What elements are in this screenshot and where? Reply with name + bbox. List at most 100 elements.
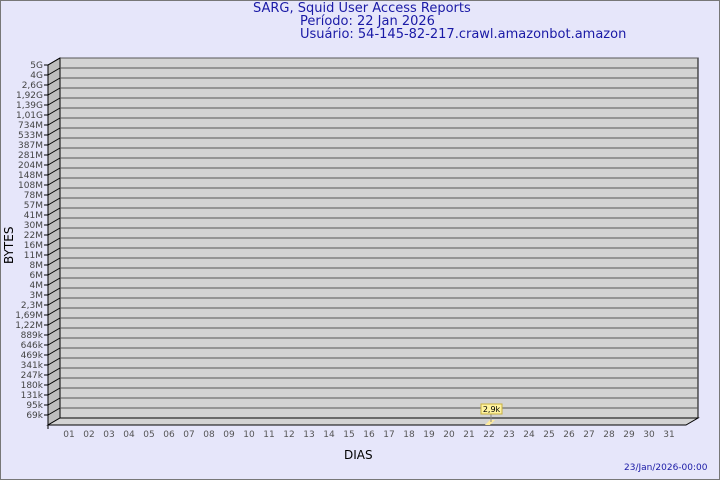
y-tick-label: 41M	[24, 211, 43, 221]
data-label: 2,9k	[483, 405, 501, 414]
y-tick-label: 69k	[26, 411, 43, 421]
x-tick-label: 30	[643, 430, 655, 440]
y-tick-diagonal	[47, 397, 61, 406]
x-tick-label: 11	[263, 430, 274, 440]
x-tick-label: 18	[403, 430, 415, 440]
y-tick-diagonal	[47, 57, 61, 66]
y-tick-diagonal	[47, 287, 61, 296]
y-tick-label: 11M	[24, 251, 43, 261]
x-tick-label: 28	[603, 430, 615, 440]
y-tick-label: 57M	[24, 201, 43, 211]
x-tick-label: 15	[343, 430, 354, 440]
y-tick-diagonal	[47, 197, 61, 206]
y-tick-diagonal	[47, 337, 61, 346]
y-tick-diagonal	[47, 147, 61, 156]
x-tick-label: 27	[583, 430, 594, 440]
x-tick-label: 22	[483, 430, 494, 440]
x-tick-label: 01	[63, 430, 74, 440]
x-tick-label: 09	[223, 430, 235, 440]
plot-floor	[46, 417, 700, 426]
y-tick-label: 4M	[30, 281, 44, 291]
y-tick-diagonal	[47, 177, 61, 186]
y-tick-diagonal	[47, 387, 61, 396]
y-tick-diagonal	[47, 207, 61, 216]
x-tick-label: 29	[623, 430, 635, 440]
x-tick-label: 07	[183, 430, 194, 440]
x-tick-label: 17	[383, 430, 394, 440]
x-tick-label: 21	[463, 430, 474, 440]
y-tick-diagonal	[47, 307, 61, 316]
plot-wall	[48, 58, 698, 425]
y-tick-diagonal	[47, 267, 61, 276]
y-tick-label: 889k	[21, 331, 44, 341]
y-tick-label: 1,22M	[15, 321, 43, 331]
x-tick-label: 16	[363, 430, 375, 440]
y-tick-diagonal	[47, 167, 61, 176]
y-tick-diagonal	[47, 327, 61, 336]
y-tick-diagonal	[47, 317, 61, 326]
x-tick-label: 12	[283, 430, 294, 440]
y-tick-label: 8M	[30, 261, 44, 271]
y-tick-diagonal	[47, 347, 61, 356]
x-tick-label: 10	[243, 430, 255, 440]
y-tick-label: 1,69M	[15, 311, 43, 321]
y-tick-label: 95k	[26, 401, 43, 411]
x-tick-label: 25	[543, 430, 554, 440]
y-tick-label: 469k	[21, 351, 44, 361]
y-tick-label: 646k	[21, 341, 44, 351]
y-tick-diagonal	[47, 277, 61, 286]
y-tick-label: 5G	[30, 61, 43, 71]
y-tick-diagonal	[47, 217, 61, 226]
y-tick-label: 4G	[30, 71, 43, 81]
y-tick-diagonal	[47, 107, 61, 116]
y-tick-label: 1,92G	[16, 91, 43, 101]
x-tick-label: 26	[563, 430, 575, 440]
y-tick-diagonal	[47, 87, 61, 96]
chart-title: SARG, Squid User Access Reports	[253, 1, 471, 16]
x-tick-label: 19	[423, 430, 435, 440]
y-tick-label: 1,01G	[16, 111, 43, 121]
y-tick-diagonal	[47, 227, 61, 236]
y-tick-diagonal	[47, 137, 61, 146]
y-tick-diagonal	[47, 367, 61, 376]
x-tick-label: 04	[123, 430, 135, 440]
x-tick-label: 23	[503, 430, 514, 440]
x-tick-label: 24	[523, 430, 535, 440]
y-tick-diagonal	[47, 377, 61, 386]
y-tick-label: 387M	[18, 141, 43, 151]
y-tick-label: 533M	[18, 131, 43, 141]
y-tick-label: 281M	[18, 151, 43, 161]
y-tick-diagonal	[47, 407, 61, 416]
x-axis-label: DIAS	[344, 448, 373, 462]
x-tick-label: 31	[663, 430, 674, 440]
y-tick-label: 30M	[24, 221, 43, 231]
y-tick-diagonal	[47, 187, 61, 196]
x-tick-label: 13	[303, 430, 314, 440]
y-tick-label: 1,39G	[16, 101, 43, 111]
x-tick-label: 08	[203, 430, 215, 440]
y-tick-label: 3M	[30, 291, 44, 301]
bar	[485, 420, 495, 425]
y-tick-label: 180k	[21, 381, 44, 391]
y-tick-label: 341k	[21, 361, 44, 371]
y-tick-label: 78M	[24, 191, 43, 201]
y-tick-diagonal	[47, 157, 61, 166]
y-tick-diagonal	[47, 257, 61, 266]
x-tick-label: 14	[323, 430, 335, 440]
y-tick-label: 204M	[18, 161, 43, 171]
y-tick-label: 2,6G	[22, 81, 43, 91]
y-tick-label: 108M	[18, 181, 43, 191]
y-tick-label: 734M	[18, 121, 43, 131]
x-tick-label: 06	[163, 430, 175, 440]
y-tick-label: 247k	[21, 371, 44, 381]
y-tick-diagonal	[47, 77, 61, 86]
y-tick-label: 22M	[24, 231, 43, 241]
y-tick-diagonal	[47, 237, 61, 246]
y-tick-label: 2,3M	[21, 301, 43, 311]
x-tick-label: 02	[83, 430, 94, 440]
y-tick-diagonal	[47, 297, 61, 306]
y-tick-label: 16M	[24, 241, 43, 251]
y-tick-diagonal	[47, 357, 61, 366]
y-tick-label: 6M	[30, 271, 44, 281]
